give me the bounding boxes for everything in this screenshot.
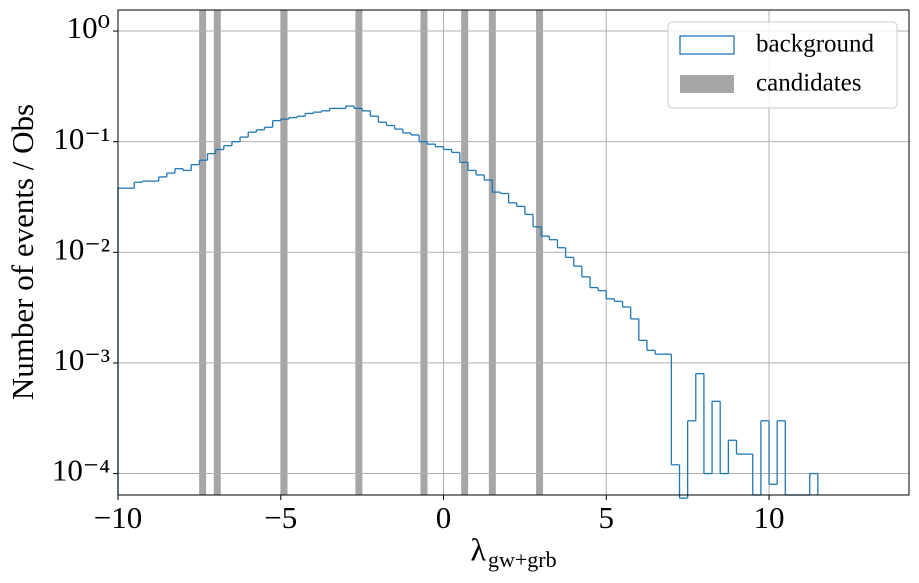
x-axis-label-subscript: gw+grb [488,547,557,572]
y-tick-label: 10⁻³ [53,342,110,377]
legend-label: background [756,31,875,58]
y-axis-label: Number of events / Obs [5,104,40,400]
plot-frame [117,9,910,496]
x-tick-label: 0 [436,500,452,535]
y-tick-label: 10⁻⁴ [52,453,110,488]
legend-label: candidates [756,70,862,97]
legend-swatch [679,35,735,55]
x-tick-label: 5 [599,500,615,535]
x-tick-label: −10 [94,500,142,535]
y-tick-label: 10⁻² [53,231,110,266]
x-tick-label: 10 [754,500,785,535]
legend-swatch [680,75,734,93]
y-tick-label: 10⁰ [67,10,110,45]
x-tick-label: −5 [264,500,297,535]
y-tick-label: 10⁻¹ [53,121,110,156]
x-axis-label: λ [470,531,486,567]
